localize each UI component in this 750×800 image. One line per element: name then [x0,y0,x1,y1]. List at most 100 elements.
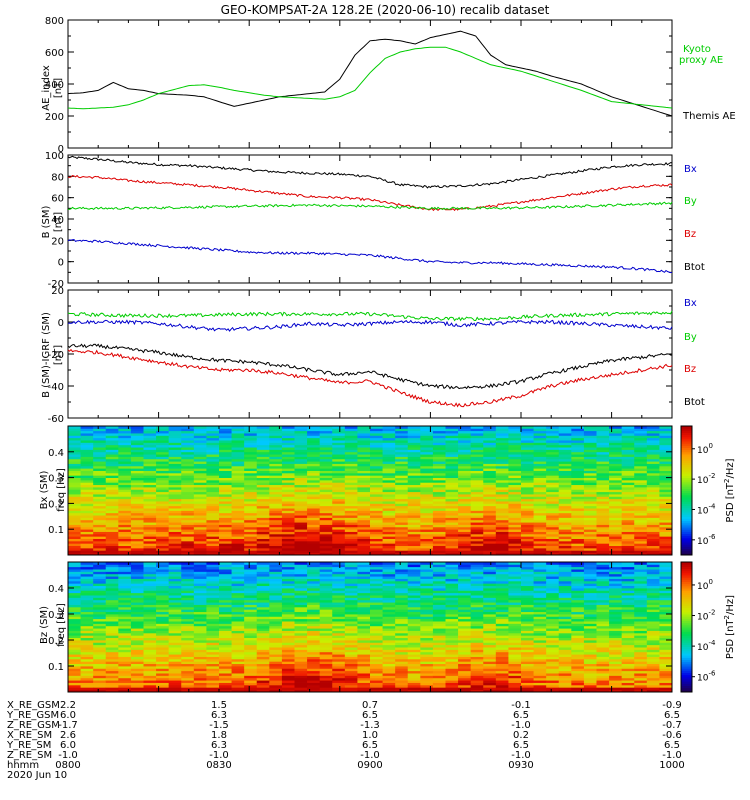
bz-cell [420,571,434,575]
bz-cell [269,647,283,650]
bz-cell [420,623,434,627]
bz-cell [407,571,421,575]
bz-cell [432,647,446,650]
bx-cell [395,451,409,455]
bx-cell [634,505,648,509]
bx-cell [483,428,497,432]
bx-cell [621,454,635,457]
bx-cell [307,540,321,544]
bz-cell [332,625,346,629]
bz-cell [68,677,81,681]
bz-cell [357,576,371,579]
bx-cell [558,515,572,518]
bz-cell [80,668,94,672]
bx-cell [407,447,421,450]
bx-cell [395,479,409,483]
bz-cell [458,637,472,641]
bx-cell [558,426,572,429]
bx-cell [571,449,585,453]
bx-cell [256,456,270,460]
bx-cell [244,472,258,476]
bx-cell [420,437,434,441]
bx-cell [332,524,346,528]
bx-cell [344,435,358,439]
bx-cell [546,475,560,478]
bx-cell [80,484,94,488]
bx-cell [231,494,245,497]
bx-cell [470,447,484,450]
bz-cell [521,621,534,624]
bx-cell [395,496,409,500]
bz-cell [143,602,157,605]
bx-cell [256,470,270,474]
bz-cell [458,604,472,608]
bx-cell [256,540,270,544]
bz-cell [168,651,182,655]
bx-cell [533,430,547,434]
bx-cell [382,503,396,507]
bx-cell [370,529,383,532]
bz-cell [420,658,434,662]
bx-cell [495,503,509,507]
bz-cell [256,689,270,693]
bx-cell [294,433,308,436]
bx-ytick-label: 0.3 [48,474,64,485]
bz-cell [395,623,409,627]
bx-cell [281,547,295,551]
bz-cell [382,592,396,596]
bx-cell [583,529,597,532]
bx-cell [206,458,220,462]
bx-cell [609,522,623,525]
bx-cell [583,498,597,502]
bx-cell [445,451,459,455]
bz-cell [168,673,182,676]
bz-cell [370,569,383,572]
bx-cell [307,472,321,476]
bz-cell [143,680,157,683]
bz-cell [332,578,346,582]
bx-cell [445,456,459,460]
bz-cell [307,635,321,639]
bz-cell [445,689,459,693]
bz-cell [357,661,371,665]
bx-cell [470,486,484,490]
bz-cell [420,628,434,631]
bx-cell [596,482,610,486]
bz-cell [143,663,157,667]
bz-cell [130,595,144,598]
bz-cell [395,666,409,669]
bx-cell [231,426,245,429]
bx-cell [344,515,358,518]
bz-cell [219,687,232,691]
bz-cell [143,651,157,655]
bx-cell [596,449,610,453]
bx-cell [634,447,648,450]
bx-cell [558,543,572,547]
bx-cell [344,444,358,448]
bz-cell [244,642,258,646]
bz-cell [130,604,144,608]
bz-cell [420,663,434,667]
bz-cell [407,675,421,679]
bx-cell [583,496,597,500]
bx-cell [432,444,446,448]
bx-cell [344,472,358,476]
bz-cell [68,590,81,594]
bz-cell [332,640,346,643]
bx-cell [181,491,195,495]
bx-cell [420,465,434,469]
bz-cell [105,602,119,605]
bx-cell [533,503,547,507]
bx-cell [294,552,308,556]
bx-cell [382,505,396,509]
bx-cell [508,486,522,490]
bz-cell [219,670,232,674]
bx-cell [281,426,295,429]
bz-cell [332,602,346,605]
bz-cell [508,573,522,577]
bz-cell [432,604,446,608]
bz-cell [143,677,157,681]
bx-cell [206,442,220,446]
bz-cell [118,614,132,617]
bz-cell [143,687,157,691]
